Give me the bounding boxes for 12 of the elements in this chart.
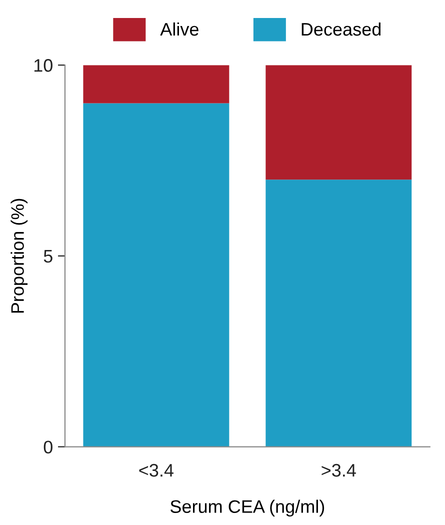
x-axis-title: Serum CEA (ng/ml) [170, 500, 324, 517]
y-tick-label: 0 [44, 440, 52, 454]
bar [83, 65, 230, 104]
y-tick-label: 10 [34, 59, 52, 72]
x-tick-label: <3.4 [139, 464, 174, 477]
bar [266, 65, 412, 180]
y-tick-label: 5 [44, 250, 52, 263]
legend-label: Deceased [302, 22, 381, 36]
legend-label: Alive [160, 22, 198, 36]
y-axis-title: Proportion (%) [10, 198, 28, 313]
bar [266, 180, 412, 447]
x-tick-label: >3.4 [322, 464, 356, 477]
